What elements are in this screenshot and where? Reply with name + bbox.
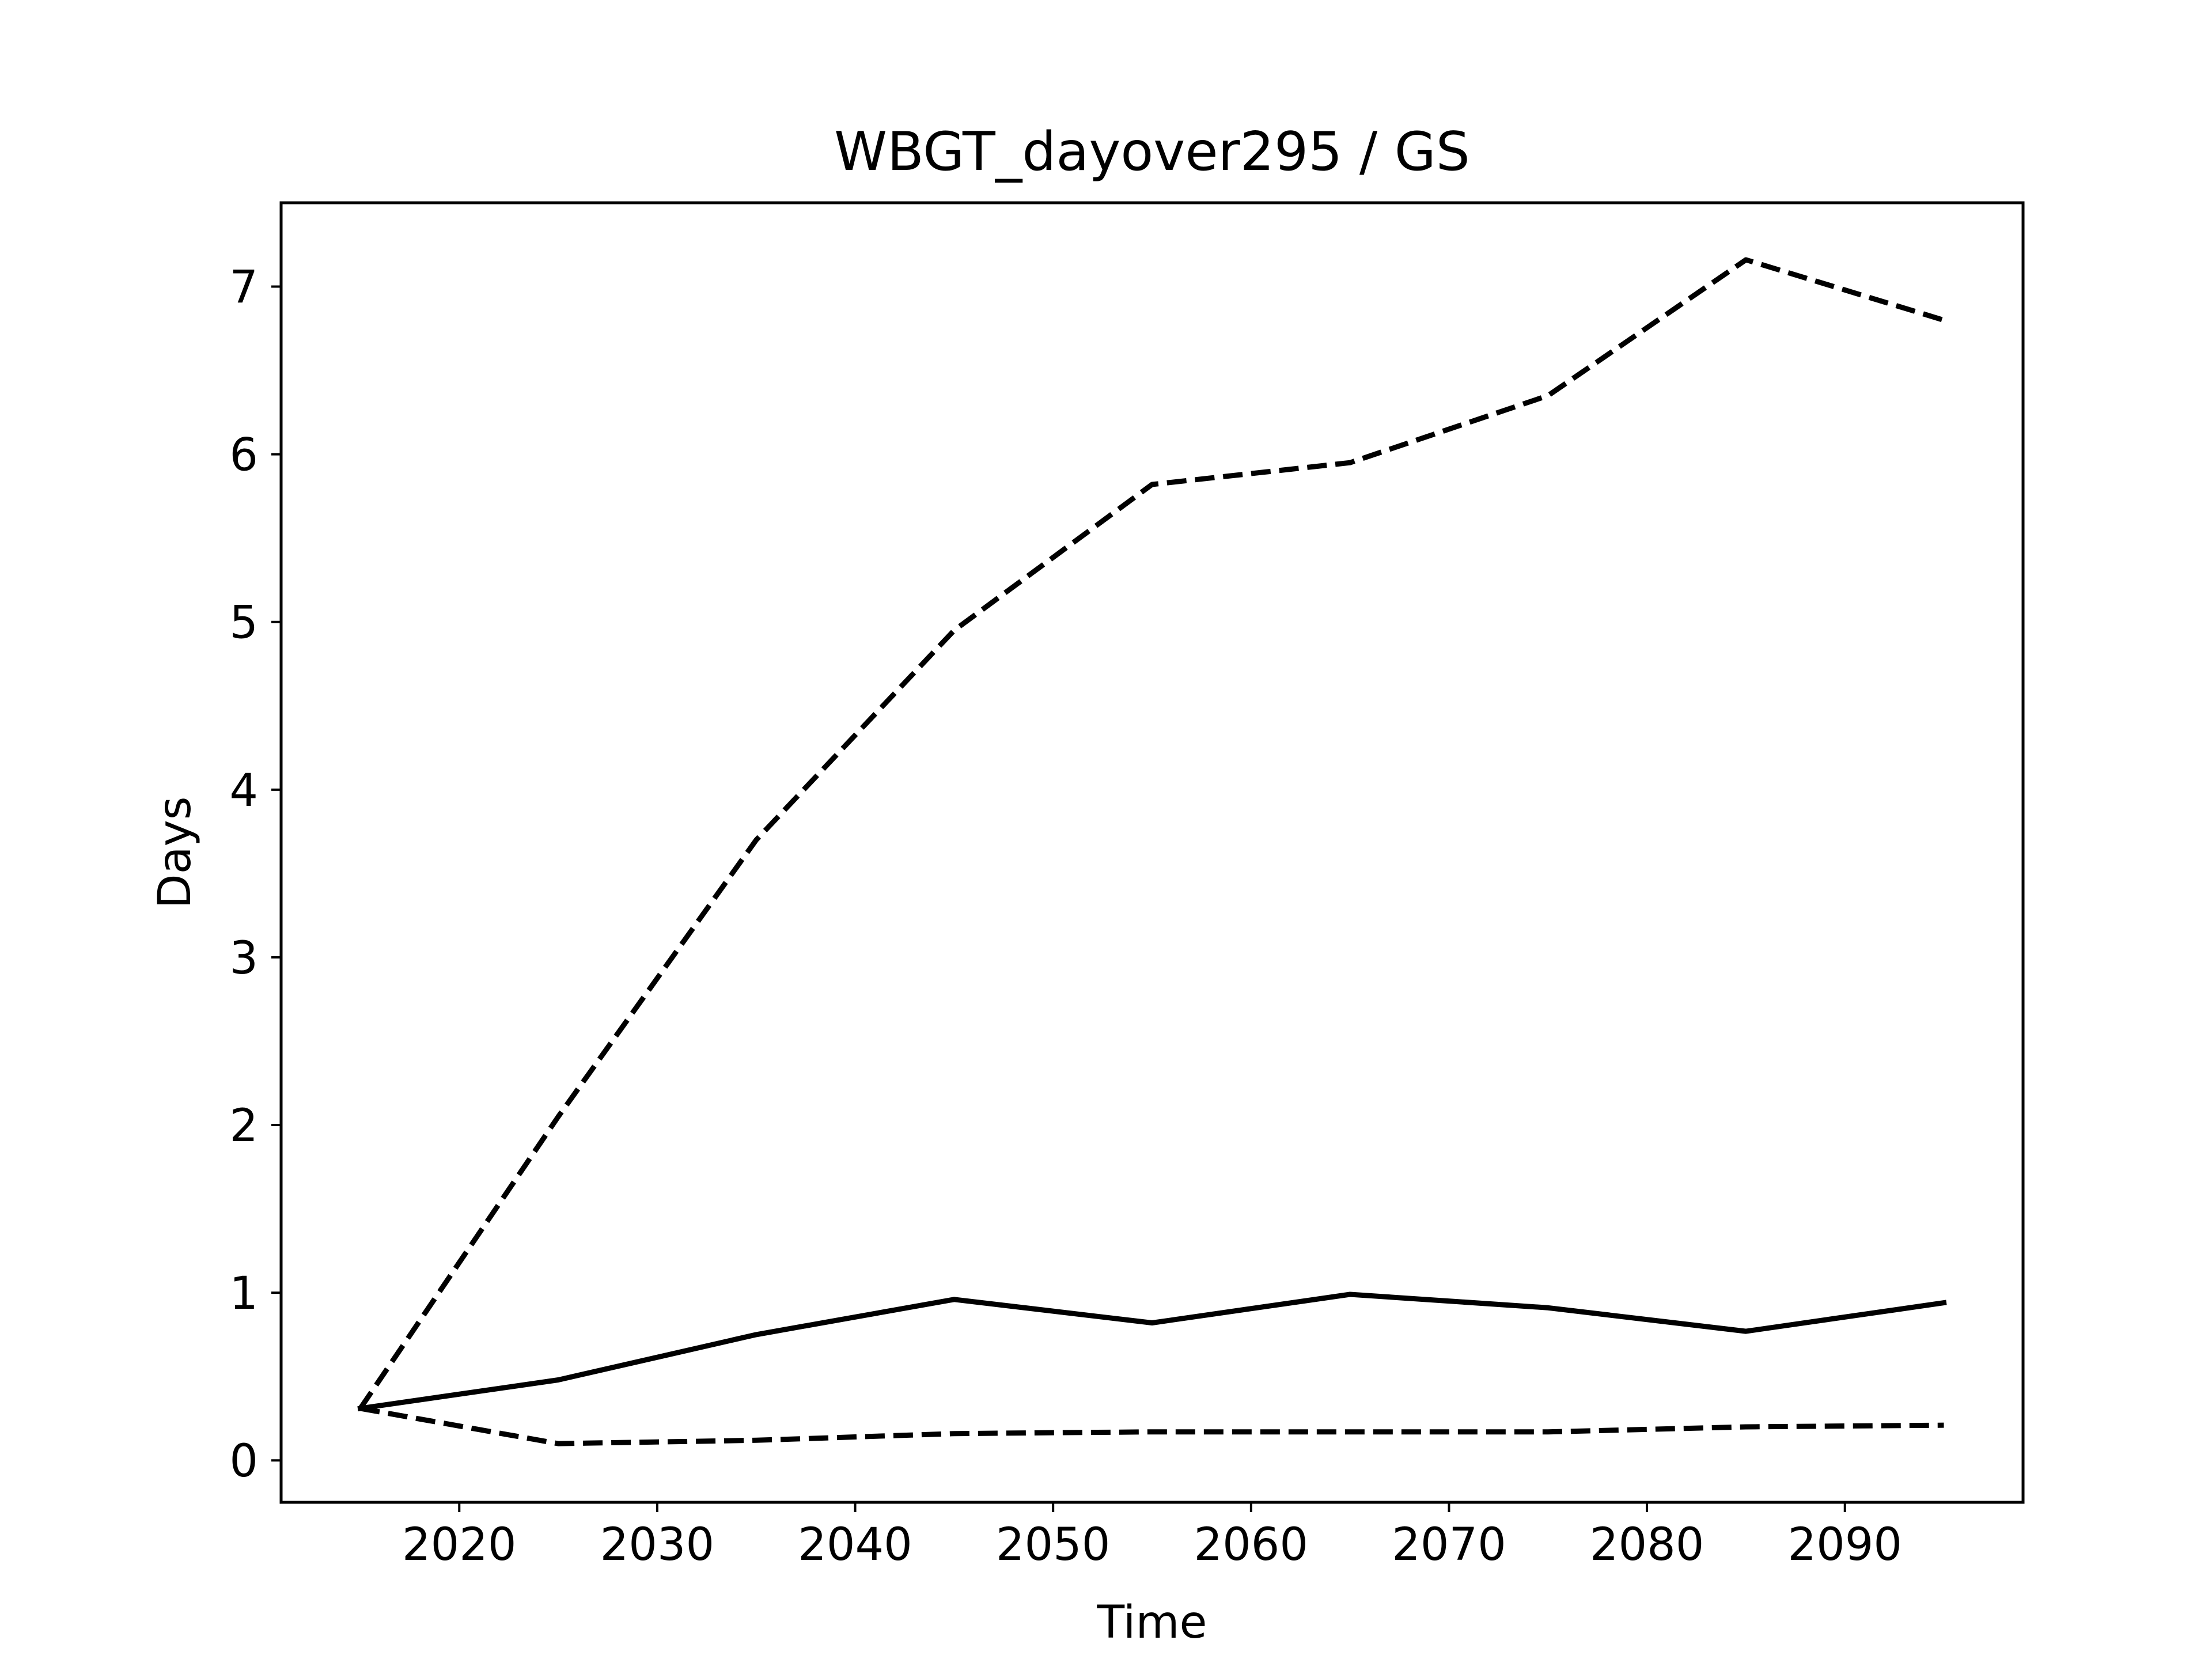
y-tick-label: 4 bbox=[229, 765, 258, 817]
x-tick-label: 2050 bbox=[996, 1519, 1111, 1571]
y-tick-label: 3 bbox=[229, 933, 258, 984]
series-line-1 bbox=[357, 1291, 1947, 1412]
axis-ticks: 2020 2030 2040 2050 2060 2070 2080 2090 0 1 2 3 4 5 6 7 bbox=[229, 262, 1902, 1571]
x-axis-label: Time bbox=[1097, 1597, 1207, 1649]
y-axis-label: Days bbox=[149, 797, 201, 909]
series-line-3 bbox=[359, 1406, 1944, 1446]
chart-title: WBGT_dayover295 / GS bbox=[834, 120, 1470, 183]
y-tick-label: 2 bbox=[229, 1100, 258, 1152]
plot-area-frame bbox=[279, 201, 2025, 1504]
y-tick-label: 6 bbox=[229, 430, 258, 482]
y-tick-label: 5 bbox=[229, 597, 258, 649]
x-tick-label: 2080 bbox=[1590, 1519, 1705, 1571]
x-tick-label: 2040 bbox=[798, 1519, 912, 1571]
x-tick-label: 2060 bbox=[1194, 1519, 1309, 1571]
x-tick-label: 2030 bbox=[600, 1519, 715, 1571]
x-tick-label: 2020 bbox=[402, 1519, 517, 1571]
series-line-2 bbox=[358, 257, 1945, 1410]
y-tick-label: 1 bbox=[229, 1268, 258, 1320]
y-tick-label: 7 bbox=[229, 262, 258, 314]
x-tick-label: 2070 bbox=[1392, 1519, 1506, 1571]
x-tick-label: 2090 bbox=[1787, 1519, 1902, 1571]
series-lines bbox=[357, 257, 1947, 1446]
y-tick-label: 0 bbox=[229, 1435, 258, 1487]
